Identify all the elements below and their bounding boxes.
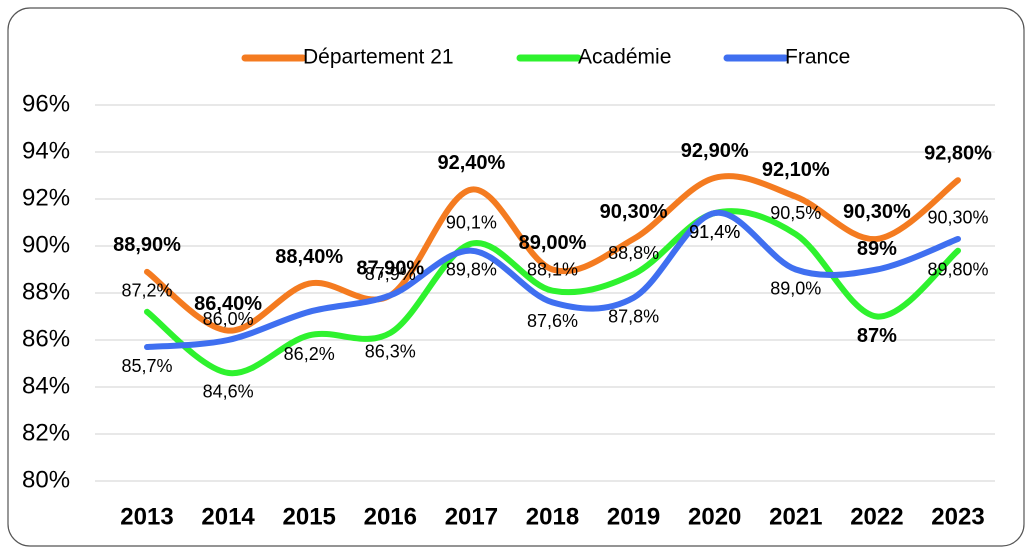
data-label: 84,6% (203, 382, 254, 402)
data-label: 92,80% (924, 142, 992, 164)
data-label: 86,40% (194, 293, 262, 315)
series-line (144, 173, 961, 334)
y-tick-label: 90% (22, 231, 70, 258)
data-label: 86,2% (284, 344, 335, 364)
y-tick-label: 86% (22, 325, 70, 352)
data-label: 91,4% (689, 222, 740, 242)
data-label: 87% (857, 325, 897, 347)
data-label: 85,7% (121, 356, 172, 376)
x-tick-label: 2016 (364, 503, 417, 530)
x-tick-label: 2023 (931, 503, 984, 530)
data-label: 92,40% (437, 152, 505, 174)
data-label: 91,4% (689, 222, 740, 242)
data-label: 89,8% (446, 259, 497, 279)
data-label: 90,1% (446, 212, 497, 232)
legend-label: Académie (578, 46, 671, 69)
data-label: 89,00% (519, 232, 587, 254)
y-tick-label: 94% (22, 137, 70, 164)
data-label: 87,8% (608, 306, 659, 326)
x-tick-label: 2020 (688, 503, 741, 530)
data-label: 89,0% (770, 278, 821, 298)
x-tick-label: 2019 (607, 503, 660, 530)
data-label: 87,90% (356, 258, 424, 280)
data-label: 87,2% (121, 281, 172, 301)
x-tick-label: 2021 (769, 503, 822, 530)
y-tick-label: 84% (22, 372, 70, 399)
series-line (144, 210, 961, 351)
data-label: 87,9% (365, 264, 416, 284)
y-tick-label: 88% (22, 278, 70, 305)
data-label: 89% (857, 238, 897, 260)
data-label: 87,6% (527, 311, 578, 331)
x-tick-label: 2015 (283, 503, 336, 530)
data-label: 92,10% (762, 159, 830, 181)
x-tick-label: 2018 (526, 503, 579, 530)
data-label: 88,40% (275, 246, 343, 268)
y-tick-label: 80% (22, 466, 70, 493)
data-label: 90,5% (770, 203, 821, 223)
legend-label: France (785, 46, 850, 69)
x-tick-label: 2014 (201, 503, 255, 530)
data-label: 90,30% (843, 201, 911, 223)
series-line (144, 208, 961, 376)
legend-label: Département 21 (303, 46, 454, 69)
x-tick-label: 2013 (120, 503, 173, 530)
y-tick-label: 96% (22, 90, 70, 117)
y-tick-label: 82% (22, 419, 70, 446)
data-label: 90,30% (927, 208, 988, 228)
y-tick-label: 92% (22, 184, 70, 211)
x-tick-label: 2017 (445, 503, 498, 530)
data-label: 88,1% (527, 259, 578, 279)
data-label: 86,0% (203, 309, 254, 329)
data-label: 88,90% (113, 234, 181, 256)
data-label: 92,90% (681, 140, 749, 162)
data-label: 89,80% (927, 259, 988, 279)
data-label: 88,8% (608, 243, 659, 263)
x-tick-label: 2022 (850, 503, 903, 530)
data-label: 86,3% (365, 342, 416, 362)
data-label: 90,30% (600, 201, 668, 223)
